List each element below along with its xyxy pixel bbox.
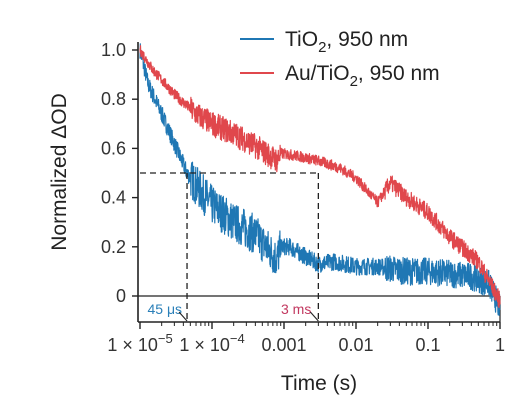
y-tick-label: 0.2: [101, 237, 126, 257]
x-ticks: 1 × 10−5 1 × 10−4 0.001 0.01 0.1 1: [107, 322, 505, 355]
reference-lines: [140, 172, 320, 322]
annotation-pointer: [309, 311, 319, 322]
x-tick-label: 0.01: [338, 335, 373, 355]
x-tick-label: 1: [495, 335, 505, 355]
x-tick-label: 0.1: [415, 335, 440, 355]
legend: TiO2, 950 nm Au/TiO2, 950 nm: [240, 28, 440, 90]
annotation-label: 45 μs: [148, 301, 183, 317]
x-tick-label: 0.001: [261, 335, 306, 355]
y-tick-label: 1.0: [101, 40, 126, 60]
y-tick-label: 0: [116, 286, 126, 306]
legend-label-0: TiO2, 950 nm: [285, 28, 408, 56]
y-ticks: 0 0.2 0.4 0.6 0.8 1.0: [101, 40, 138, 306]
annotation-pointer: [178, 311, 188, 322]
x-axis-title: Time (s): [281, 372, 357, 395]
legend-label-1: Au/TiO2, 950 nm: [285, 62, 440, 90]
y-axis-title: Normalized ΔOD: [48, 93, 71, 251]
y-tick-label: 0.4: [101, 188, 126, 208]
series-line-0: [139, 43, 501, 316]
x-tick-label: 1 × 10−4: [179, 331, 244, 355]
y-tick-label: 0.6: [101, 138, 126, 158]
series-line-1: [139, 45, 501, 309]
y-tick-label: 0.8: [101, 89, 126, 109]
series-layer: [139, 43, 501, 316]
x-tick-label: 1 × 10−5: [107, 331, 172, 355]
annotation-label: 3 ms: [281, 301, 311, 317]
annotations: 45 μs 3 ms: [148, 301, 319, 322]
